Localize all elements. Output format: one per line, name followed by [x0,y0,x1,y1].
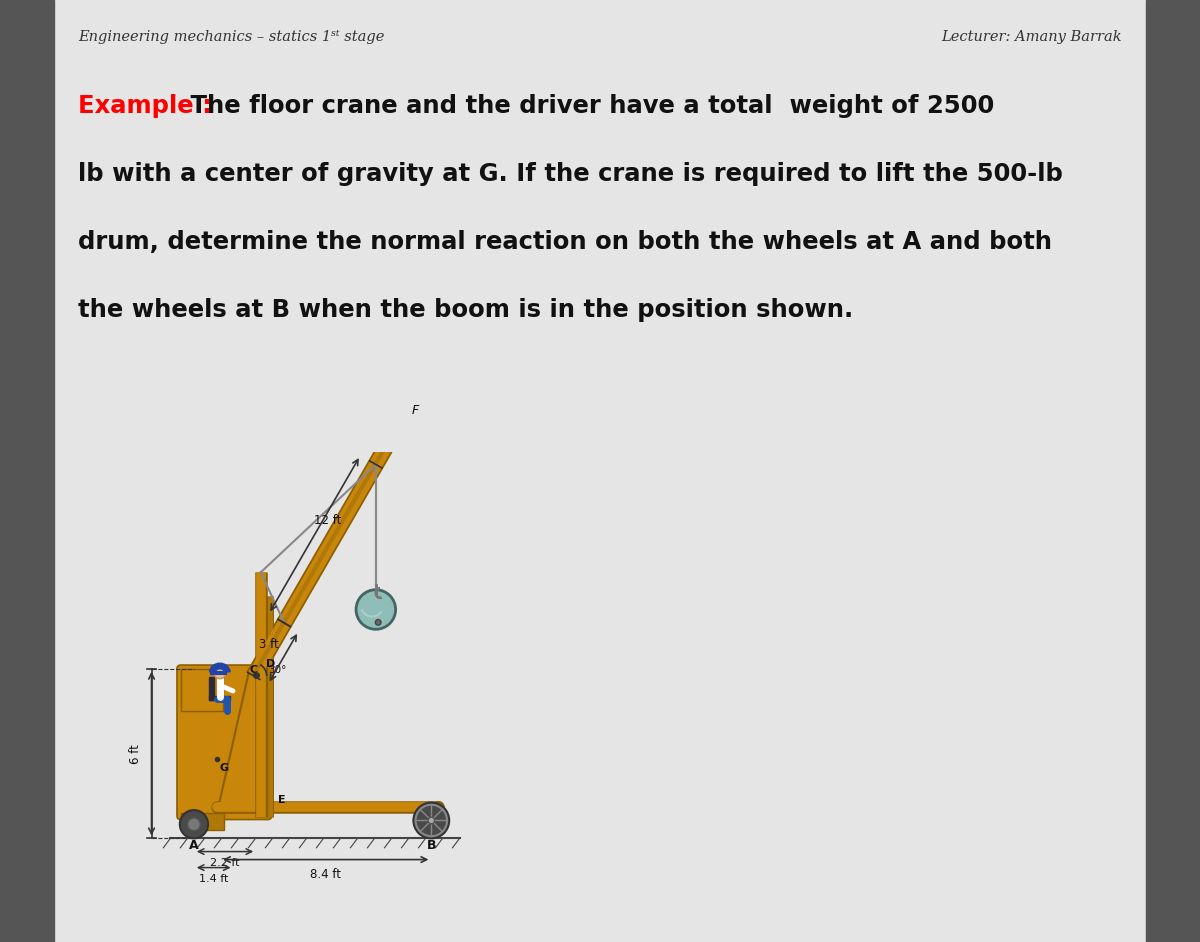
Bar [210,676,214,701]
Text: the wheels at B when the boom is in the position shown.: the wheels at B when the boom is in the … [78,298,853,321]
Bar [0,0,54,942]
Circle shape [433,802,444,813]
Text: A: A [190,838,199,852]
Text: 3 ft: 3 ft [259,638,278,651]
Text: 30°: 30° [268,665,287,674]
Circle shape [356,590,396,629]
Text: 1.4 ft: 1.4 ft [199,874,228,885]
Text: B: B [426,838,436,852]
Text: 12 ft: 12 ft [314,514,342,528]
Text: 6 ft: 6 ft [128,743,142,764]
Text: D: D [265,659,275,670]
Text: G: G [220,763,229,773]
FancyBboxPatch shape [176,665,271,820]
Text: E: E [278,795,286,804]
Bar [210,695,230,701]
Circle shape [187,818,200,831]
Circle shape [376,620,382,625]
Text: F: F [412,404,419,417]
Circle shape [180,810,208,838]
Text: 2.2 ft: 2.2 ft [210,858,240,869]
Circle shape [428,818,434,823]
Polygon shape [217,671,270,811]
Bar [1146,0,1200,942]
Text: Example :: Example : [78,94,221,118]
Circle shape [414,803,449,838]
Text: drum, determine the normal reaction on both the wheels at A and both: drum, determine the normal reaction on b… [78,230,1052,253]
Text: 8.4 ft: 8.4 ft [310,869,341,881]
Text: Lecturer: Amany Barrak: Lecturer: Amany Barrak [941,30,1122,44]
Text: The floor crane and the driver have a total  weight of 2500: The floor crane and the driver have a to… [182,94,995,118]
Text: C: C [250,665,258,674]
Text: Engineering mechanics – statics 1ˢᵗ stage: Engineering mechanics – statics 1ˢᵗ stag… [78,30,384,44]
Text: lb with a center of gravity at G. If the crane is required to lift the 500-lb: lb with a center of gravity at G. If the… [78,162,1063,186]
Bar [181,813,224,830]
Circle shape [214,667,226,678]
Bar [181,669,222,711]
